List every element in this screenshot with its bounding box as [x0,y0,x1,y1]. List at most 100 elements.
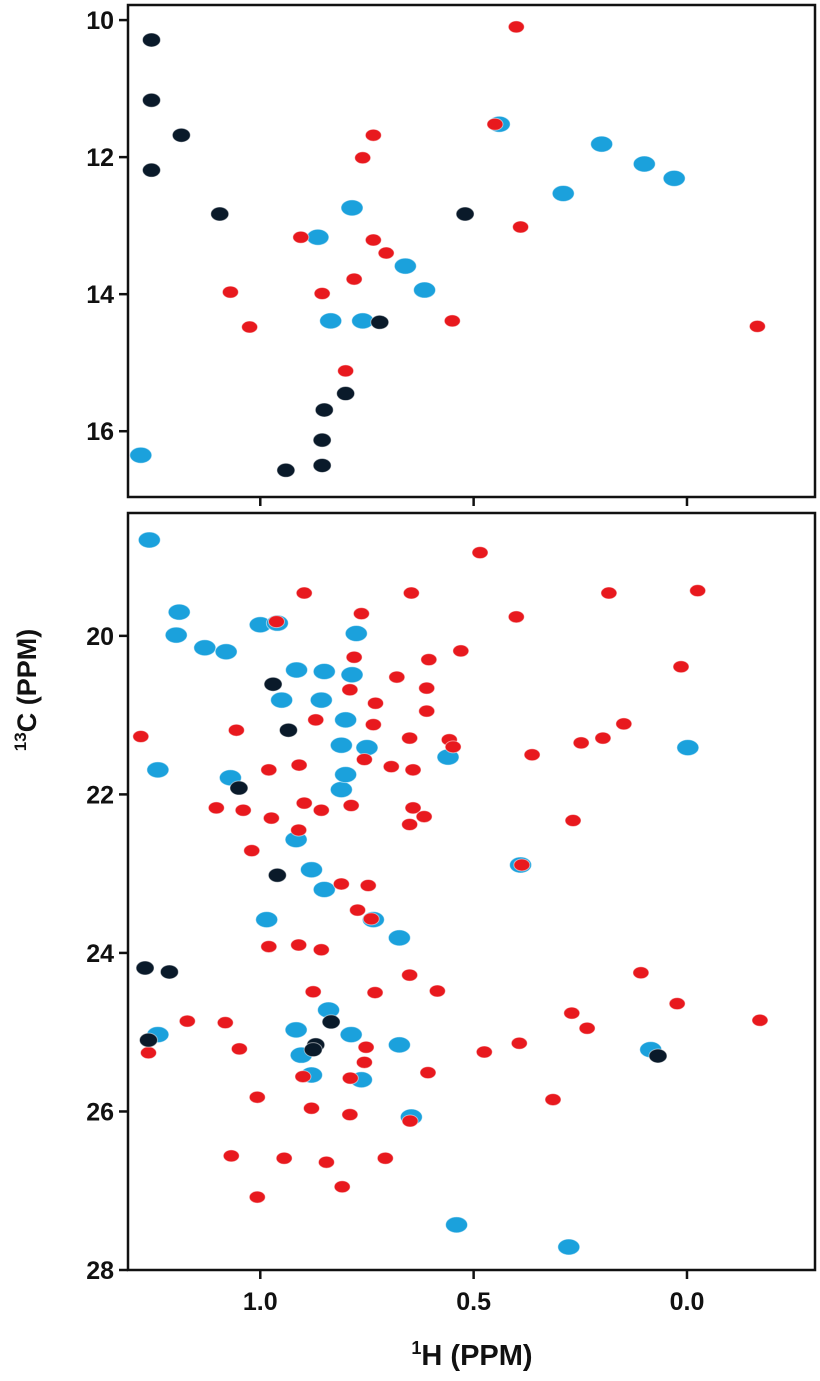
peak [332,877,350,891]
peak [355,739,379,757]
peak [370,314,390,330]
peak [334,711,358,729]
peak [401,731,419,745]
peak [329,736,353,754]
panel-frame [126,3,817,499]
peak [221,285,239,299]
y-tick-label: 12 [86,144,114,172]
peak [141,32,161,48]
y-axis-label: 13C (PPM) [11,629,42,751]
peak [336,386,356,402]
peak [341,683,359,697]
peak [267,867,287,883]
peak [632,155,656,173]
peak [234,803,252,817]
peak [359,879,377,893]
peak [544,1093,562,1107]
peak [317,1155,335,1169]
peak [146,761,170,779]
peak [171,127,191,143]
peak [404,763,422,777]
peak [366,986,384,1000]
peak [276,462,296,478]
peak [260,940,278,954]
peak [402,586,420,600]
peak [475,1045,493,1059]
x-label-text: H (PPM) [421,1340,532,1372]
peak [471,546,489,560]
peak [227,723,245,737]
peak [594,731,612,745]
peak [303,1042,323,1058]
peak [415,810,433,824]
peak [349,903,367,917]
peak [270,691,294,709]
peak [307,713,325,727]
peak [510,1036,528,1050]
peak [376,1151,394,1165]
peak [387,929,411,947]
peak [393,257,417,275]
peak [418,681,436,695]
peak [243,844,261,858]
peak [278,722,298,738]
y-tick-label: 24 [86,940,114,968]
peak [401,818,419,832]
peak [341,1108,359,1122]
peak [129,446,153,464]
peak [313,286,331,300]
y-tick-label: 26 [86,1098,114,1126]
peak [364,233,382,247]
peak [387,1036,411,1054]
peak [445,1216,469,1234]
peak [159,964,179,980]
peak [354,151,372,165]
peak [216,1016,234,1030]
peak [319,312,343,330]
peak [564,814,582,828]
peak [248,1090,266,1104]
x-label-sup: 1 [411,1338,421,1358]
y-tick-label: 14 [86,281,114,309]
peak [321,1014,341,1030]
panel-frame [126,511,817,1272]
peak [292,230,310,244]
peak [344,624,368,642]
peak [342,798,360,812]
y-tick-label: 28 [86,1257,114,1285]
peak [404,801,422,815]
peak [260,763,278,777]
peak [302,1101,320,1115]
peak [351,312,375,330]
peak [193,639,217,657]
y-tick-label: 10 [86,7,114,35]
peak [523,748,541,762]
peak [486,117,504,131]
peak [299,861,323,879]
peak [295,586,313,600]
peak [444,740,462,754]
peak [364,718,382,732]
peak [334,766,358,784]
peak [329,781,353,799]
peak [248,1190,266,1204]
peak [312,432,332,448]
peak [452,644,470,658]
peak [401,968,419,982]
peak [632,966,650,980]
peak [418,704,436,718]
peak [263,676,283,692]
peak [241,320,259,334]
peak [413,281,437,299]
peak [275,1151,293,1165]
peak [141,92,161,108]
peak [207,801,225,815]
peak [362,912,380,926]
peak [285,661,309,679]
x-tick-label: 0.0 [670,1288,705,1316]
peak [135,960,155,976]
y-label-sup: 13 [11,732,30,751]
peak [222,1149,240,1163]
peak [340,666,364,684]
